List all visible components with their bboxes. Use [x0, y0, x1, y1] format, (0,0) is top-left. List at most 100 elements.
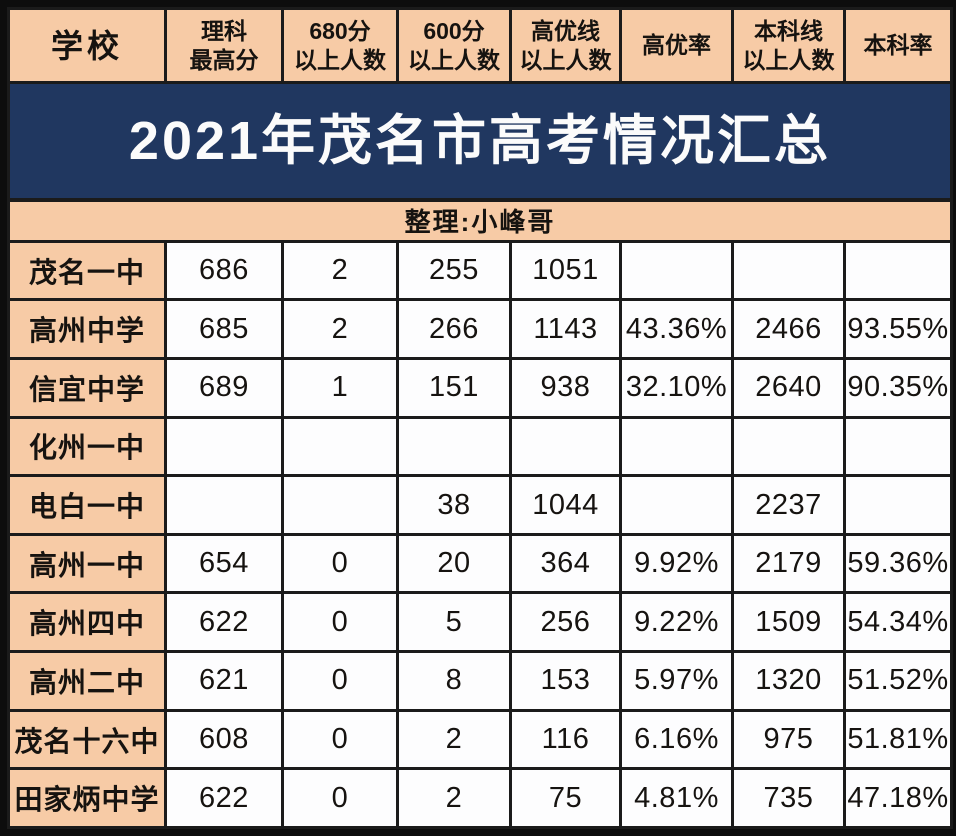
table-row: 高州四中 622 0 5 256 9.22% 1509 54.34%: [7, 591, 953, 654]
header-label: 学校: [50, 27, 123, 64]
column-header-above-priority-line: 高优线 以上人数: [509, 7, 622, 84]
table-row: 高州中学 685 2 266 1143 43.36% 2466 93.55%: [7, 298, 953, 360]
table-row: 田家炳中学 622 0 2 75 4.81% 735 47.18%: [7, 767, 953, 829]
value-cell: 20: [396, 532, 512, 595]
table-row: 高州二中 621 0 8 153 5.97% 1320 51.52%: [7, 650, 953, 712]
value-cell: 364: [509, 532, 622, 595]
value-cell: 43.36%: [619, 298, 734, 360]
value-cell: 2179: [731, 532, 846, 595]
value-cell: 255: [396, 239, 512, 302]
value-cell: [164, 415, 284, 478]
school-name-cell: 茂名十六中: [7, 708, 167, 771]
value-cell: 266: [396, 298, 512, 360]
header-label: 高优线: [531, 17, 600, 44]
school-name-cell: 信宜中学: [7, 356, 167, 419]
column-header-priority-rate: 高优率: [619, 7, 734, 84]
header-label: 最高分: [189, 46, 259, 73]
value-cell: 51.81%: [843, 708, 953, 771]
title-row: 2021年茂名市高考情况汇总: [7, 81, 953, 203]
header-label: 600分: [423, 17, 485, 44]
value-cell: 9.22%: [619, 591, 734, 654]
value-cell: 93.55%: [843, 298, 953, 360]
value-cell: [281, 474, 399, 536]
value-cell: 2: [396, 767, 512, 829]
value-cell: [843, 415, 953, 478]
value-cell: 1: [281, 356, 399, 419]
table-header: 学校 理科 最高分 680分 以上人数 600分 以上人数 高优线 以上人数: [7, 7, 953, 84]
value-cell: 90.35%: [843, 356, 953, 419]
value-cell: 975: [731, 708, 846, 771]
school-name-cell: 化州一中: [7, 415, 167, 478]
value-cell: 59.36%: [843, 532, 953, 595]
table-body: 茂名一中 686 2 255 1051 高州中学 685 2 266 1143 43.36% 2466…: [7, 239, 953, 829]
title-cell: 2021年茂名市高考情况汇总: [7, 81, 953, 203]
value-cell: 1143: [509, 298, 622, 360]
school-name-cell: 电白一中: [7, 474, 167, 536]
table-row: 信宜中学 689 1 151 938 32.10% 2640 90.35%: [7, 356, 953, 419]
value-cell: 4.81%: [619, 767, 734, 829]
value-cell: [509, 415, 622, 478]
table-row: 电白一中 38 1044 2237: [7, 474, 953, 536]
school-name-cell: 高州一中: [7, 532, 167, 595]
value-cell: 0: [281, 650, 399, 712]
school-name-cell: 茂名一中: [7, 239, 167, 302]
value-cell: 938: [509, 356, 622, 419]
page-title: 2021年茂名市高考情况汇总: [128, 111, 832, 172]
value-cell: 1044: [509, 474, 622, 536]
value-cell: 621: [164, 650, 284, 712]
value-cell: 116: [509, 708, 622, 771]
value-cell: 2: [281, 298, 399, 360]
value-cell: [731, 239, 846, 302]
value-cell: 2: [396, 708, 512, 771]
value-cell: 654: [164, 532, 284, 595]
value-cell: [619, 474, 734, 536]
header-label: 680分: [309, 17, 371, 44]
value-cell: 75: [509, 767, 622, 829]
value-cell: 5: [396, 591, 512, 654]
value-cell: 622: [164, 767, 284, 829]
column-header-above-600: 600分 以上人数: [396, 7, 512, 84]
header-label: 理科: [201, 17, 247, 44]
value-cell: 5.97%: [619, 650, 734, 712]
header-label: 本科线: [754, 17, 823, 44]
school-name-cell: 高州二中: [7, 650, 167, 712]
column-header-above-undergrad-line: 本科线 以上人数: [731, 7, 846, 84]
value-cell: [843, 239, 953, 302]
subtitle-row: 整理:小峰哥: [7, 198, 953, 243]
value-cell: 689: [164, 356, 284, 419]
value-cell: 256: [509, 591, 622, 654]
header-label: 高优率: [642, 32, 711, 59]
value-cell: 735: [731, 767, 846, 829]
value-cell: [619, 239, 734, 302]
value-cell: 8: [396, 650, 512, 712]
value-cell: [843, 474, 953, 536]
value-cell: 54.34%: [843, 591, 953, 654]
value-cell: 0: [281, 591, 399, 654]
school-name-cell: 高州中学: [7, 298, 167, 360]
school-name-cell: 田家炳中学: [7, 767, 167, 829]
value-cell: [619, 415, 734, 478]
value-cell: 9.92%: [619, 532, 734, 595]
value-cell: 622: [164, 591, 284, 654]
value-cell: 608: [164, 708, 284, 771]
column-header-school: 学校: [7, 7, 167, 84]
header-label: 以上人数: [408, 46, 500, 73]
value-cell: 1320: [731, 650, 846, 712]
value-cell: 2237: [731, 474, 846, 536]
value-cell: 0: [281, 532, 399, 595]
value-cell: 0: [281, 767, 399, 829]
value-cell: 6.16%: [619, 708, 734, 771]
header-label: 以上人数: [742, 46, 835, 73]
value-cell: [731, 415, 846, 478]
subtitle-cell: 整理:小峰哥: [7, 198, 953, 243]
header-row: 学校 理科 最高分 680分 以上人数 600分 以上人数 高优线 以上人数: [7, 7, 953, 84]
column-header-above-680: 680分 以上人数: [281, 7, 399, 84]
value-cell: 2: [281, 239, 399, 302]
table-row: 高州一中 654 0 20 364 9.92% 2179 59.36%: [7, 532, 953, 595]
header-label: 本科率: [863, 32, 933, 59]
value-cell: 153: [509, 650, 622, 712]
value-cell: [164, 474, 284, 536]
table-row: 化州一中: [7, 415, 953, 478]
value-cell: 38: [396, 474, 512, 536]
